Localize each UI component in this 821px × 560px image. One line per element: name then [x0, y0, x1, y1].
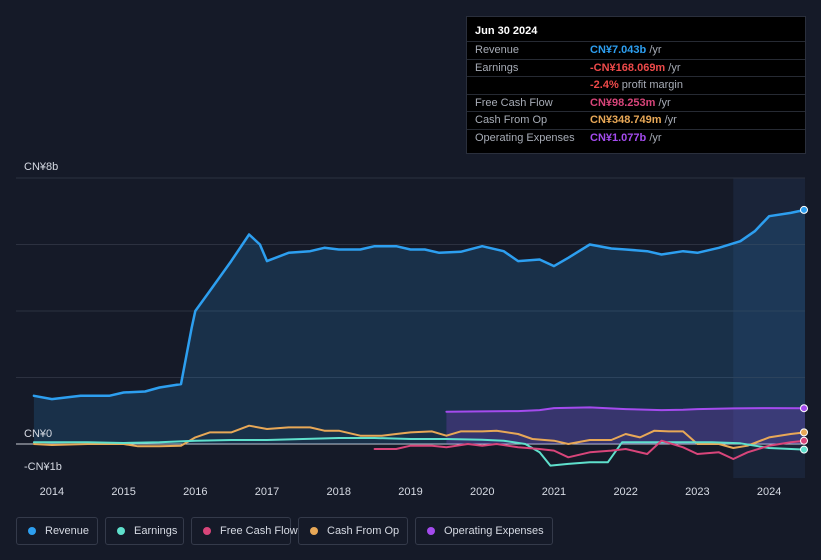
x-axis-label: 2015 [111, 486, 135, 498]
earnings-line [32, 437, 806, 467]
series-layer [32, 208, 807, 467]
legend-dot-icon [427, 527, 435, 535]
tooltip-row: Operating Expenses CN¥1.077b /yr [467, 128, 805, 147]
legend-label: Earnings [134, 525, 178, 537]
y-axis-label: -CN¥1b [24, 461, 62, 473]
x-axis-label: 2014 [40, 486, 64, 498]
fcf-line [373, 439, 806, 460]
legend-item-fcf[interactable]: Free Cash Flow [191, 517, 298, 545]
tooltip-row: Earnings -CN¥168.069m /yr [467, 58, 805, 77]
y-axis-label: CN¥0 [24, 428, 52, 440]
x-axis-label: 2024 [757, 486, 781, 498]
legend-dot-icon [203, 527, 211, 535]
opex-area [446, 407, 805, 444]
tooltip-row-label: Revenue [475, 44, 520, 56]
legend-dot-icon [310, 527, 318, 535]
revenue-end-marker [800, 205, 808, 214]
tooltip-row-label: Free Cash Flow [475, 96, 553, 109]
legend-dot-icon [28, 527, 36, 535]
x-axis-label: 2020 [470, 486, 494, 498]
axis-layer: CN¥8b CN¥0 -CN¥1b 2014 2015 2016 2017 2018 2019 2… [24, 161, 781, 498]
x-axis-label: 2017 [255, 486, 279, 498]
tooltip-row-label: Operating Expenses [475, 131, 575, 144]
tooltip-row: -2.4% profit margin [467, 76, 805, 94]
highlight-band [733, 178, 805, 478]
legend-label: Operating Expenses [444, 525, 544, 537]
revenue-line [32, 208, 807, 401]
legend-item-opex[interactable]: Operating Expenses [415, 517, 553, 545]
legend-item-revenue[interactable]: Revenue [16, 517, 98, 545]
legend-label: Revenue [45, 525, 90, 537]
x-axis-label: 2018 [327, 486, 351, 498]
x-axis-label: 2019 [398, 486, 422, 498]
tooltip: Jun 30 2024 Revenue CN¥7.043b /yr Earnings… [466, 16, 806, 154]
opex-line [445, 406, 806, 413]
x-axis-label: 2021 [542, 486, 566, 498]
x-axis-label: 2022 [613, 486, 637, 498]
tooltip-row: Revenue CN¥7.043b /yr [467, 41, 805, 59]
tooltip-row-label: Cash From Op [475, 114, 548, 126]
cfo-end-marker [800, 428, 808, 437]
chart: CN¥8b CN¥0 -CN¥1b 2014 2015 2016 2017 2018 2019 2… [16, 161, 808, 498]
legend-dot-icon [117, 527, 125, 535]
tooltip-row: Cash From Op CN¥348.749m /yr [467, 111, 805, 129]
legend-item-cfo[interactable]: Cash From Op [298, 517, 408, 545]
legend-label: Free Cash Flow [220, 525, 298, 537]
legend-item-earnings[interactable]: Earnings [105, 517, 184, 545]
fcf-end-marker [800, 436, 808, 445]
tooltip-date: Jun 30 2024 [475, 25, 538, 37]
tooltip-row: Free Cash Flow CN¥98.253m /yr [467, 93, 805, 112]
tooltip-row-value: -2.4% profit margin [590, 79, 683, 91]
x-axis-label: 2016 [183, 486, 207, 498]
tooltip-row-value: CN¥1.077b /yr [590, 131, 662, 144]
y-axis-label: CN¥8b [24, 161, 58, 173]
opex-end-marker [800, 404, 808, 413]
tooltip-row-value: CN¥98.253m /yr [590, 96, 671, 109]
tooltip-row-value: -CN¥168.069m /yr [590, 61, 681, 74]
tooltip-row-value: CN¥348.749m /yr [590, 114, 677, 126]
tooltip-row-value: CN¥7.043b /yr [590, 44, 662, 56]
legend-label: Cash From Op [327, 525, 400, 537]
marker-layer [800, 205, 808, 454]
earnings-end-marker [800, 445, 808, 454]
x-axis-label: 2023 [685, 486, 709, 498]
cfo-line [32, 424, 806, 449]
tooltip-row-label: Earnings [475, 61, 519, 74]
